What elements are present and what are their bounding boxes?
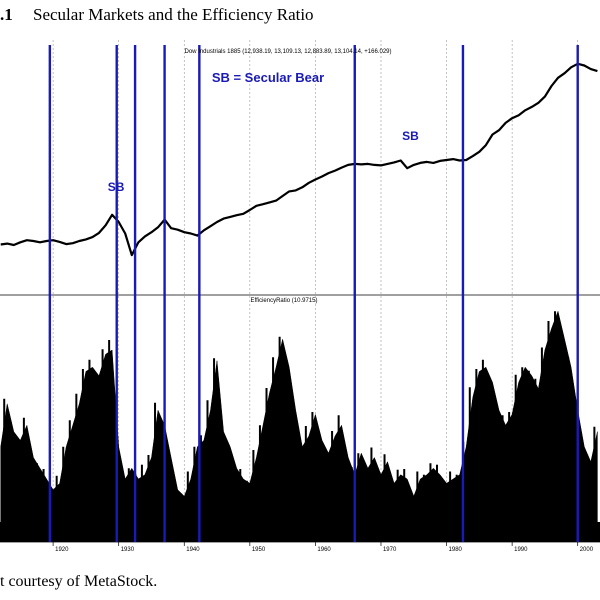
tick-label-1970: 1970 [383,547,397,553]
x-axis-ticks: 1920 1930 1940 1950 1960 1970 1980 1990 2000 [52,542,594,553]
tick-label-1960: 1960 [317,547,331,553]
figure-number: .1 [0,5,13,24]
tick-label-1930: 1930 [121,547,135,553]
figure-credit: t courtesy of MetaStock. [0,573,157,590]
figure-title: Secular Markets and the Efficiency Ratio [33,5,314,24]
efficiency-ratio-panel [0,310,600,542]
annotation-1: SB [402,129,419,143]
dow-line [0,62,598,257]
tick-label-1940: 1940 [186,547,200,553]
annotations: SB SB [108,129,419,194]
annotation-0: SB [108,180,125,194]
secular-bear-markers [48,45,579,542]
tick-label-1920: 1920 [55,547,69,553]
dow-industrials-panel [0,62,598,257]
legend-text: SB = Secular Bear [212,70,324,85]
dow-title: Dow Industrials 1885 (12,938.19, 13,109.… [185,49,392,55]
tick-label-2000: 2000 [580,547,594,553]
efficiency-ratio-area [0,310,598,523]
tick-label-1950: 1950 [252,547,266,553]
tick-label-1990: 1990 [514,547,528,553]
er-title: EfficiencyRatio (10.9715) [251,298,318,304]
efficiency-ratio-base [0,522,600,542]
tick-label-1980: 1980 [449,547,463,553]
